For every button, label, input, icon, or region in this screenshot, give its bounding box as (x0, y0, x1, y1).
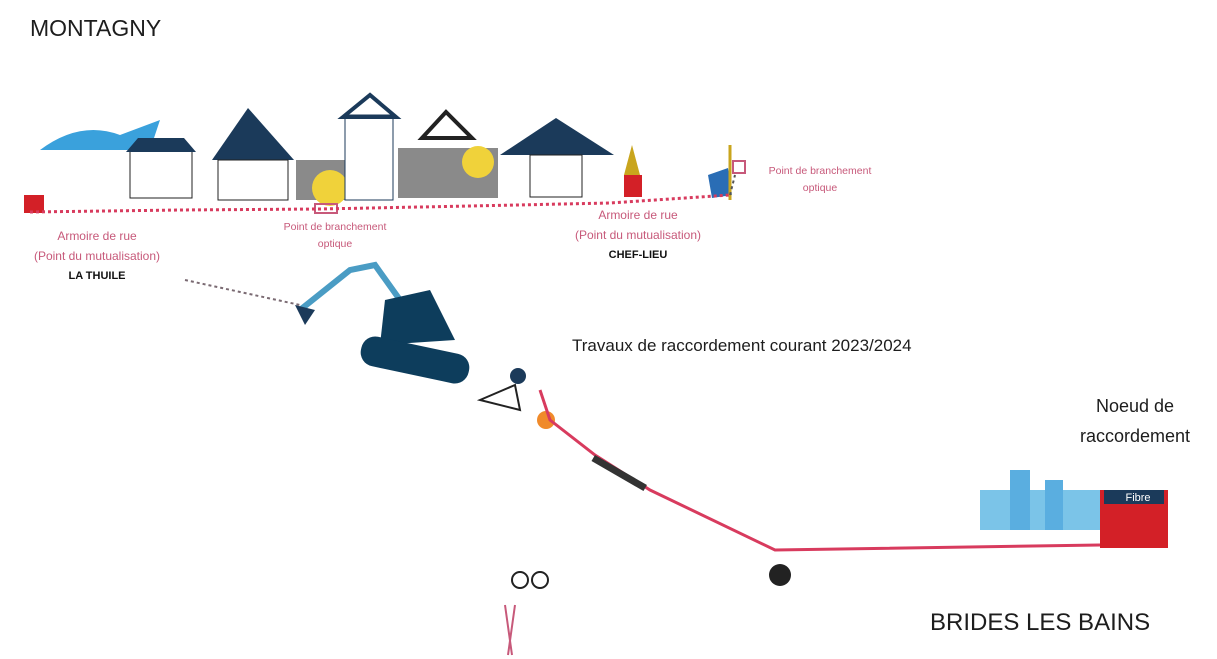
city-shape (980, 490, 1100, 530)
connection-box (733, 161, 745, 173)
church-roof (212, 108, 294, 160)
connection-label: Point de branchement (284, 221, 387, 233)
cabinet-label: Armoire de rue (57, 229, 137, 243)
tree (312, 170, 348, 206)
village (24, 95, 745, 213)
pole-shape (708, 168, 732, 198)
connection-label: Point de branchement (769, 165, 872, 177)
church (218, 160, 288, 200)
house (130, 150, 192, 198)
tree (462, 146, 494, 178)
pylon (505, 605, 515, 655)
cabinet-label: (Point du mutualisation) (575, 228, 701, 242)
manhole (769, 564, 791, 586)
tower (1010, 470, 1030, 530)
tree (624, 145, 640, 175)
node-label: Noeud de (1096, 396, 1174, 416)
cabinet-place: LA THUILE (68, 270, 125, 282)
roof (422, 112, 472, 138)
node-building: Fibre (980, 470, 1168, 548)
excavator-cab (380, 290, 455, 345)
sign-text: Fibre (1125, 492, 1150, 504)
cabinet-label: Armoire de rue (598, 208, 678, 222)
connection-label: optique (318, 238, 353, 250)
diagram: Fibre MONTAGNY BRIDES LES BAINS Armoire … (0, 0, 1217, 659)
mairie (530, 155, 582, 197)
roof (343, 95, 396, 117)
place-bottom: BRIDES LES BAINS (930, 609, 1150, 636)
bike (512, 572, 528, 588)
building (345, 115, 393, 200)
reel (510, 368, 526, 384)
place-top: MONTAGNY (30, 15, 161, 41)
connection-label: optique (803, 182, 838, 194)
tower (1045, 480, 1063, 530)
roof (126, 138, 196, 152)
cabinet-box (24, 195, 44, 213)
tripod (480, 385, 520, 410)
link-line (185, 280, 300, 305)
conduit (592, 455, 647, 491)
excavator (295, 265, 472, 386)
bike (532, 572, 548, 588)
cabinet-place: CHEF-LIEU (609, 249, 668, 261)
works-label: Travaux de raccordement courant 2023/202… (572, 336, 912, 355)
bucket (295, 305, 315, 325)
node-label: raccordement (1080, 426, 1190, 446)
cabinet-box (624, 175, 642, 197)
mairie-roof (500, 118, 614, 155)
cabinet-label: (Point du mutualisation) (34, 249, 160, 263)
